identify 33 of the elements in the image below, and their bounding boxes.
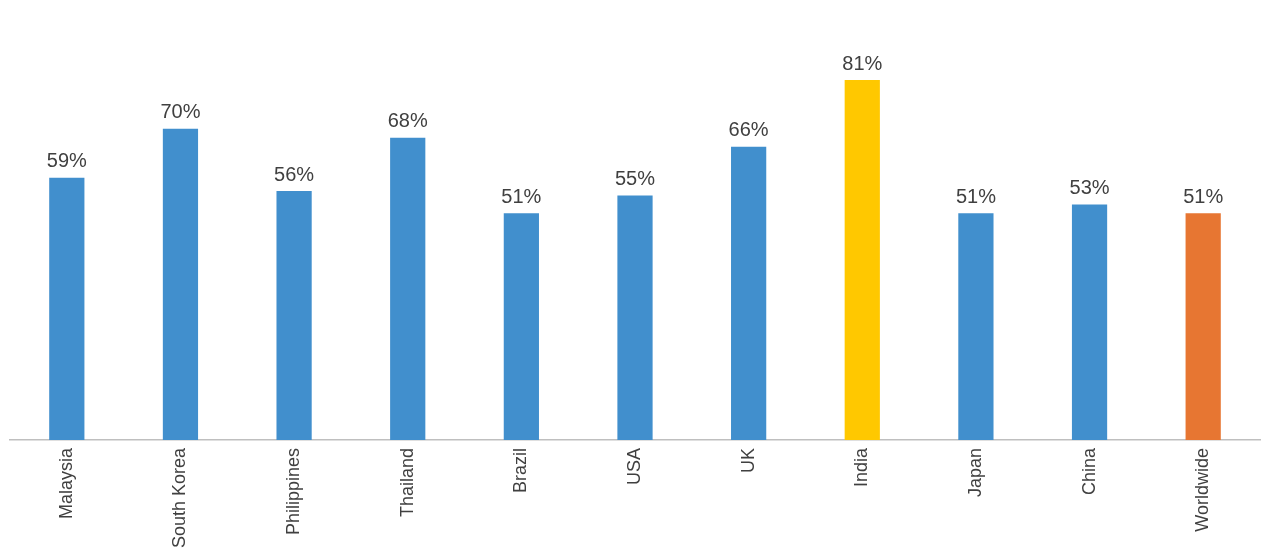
bar: [958, 213, 994, 440]
x-tick-label: Malaysia: [55, 446, 76, 519]
x-tick-label: Philippines: [283, 447, 304, 535]
x-tick-label: China: [1078, 446, 1099, 495]
data-label: 70%: [160, 100, 201, 123]
bar: [617, 195, 653, 440]
bar: [1185, 213, 1221, 440]
data-label: 56%: [274, 162, 315, 185]
x-tick-label: South Korea: [169, 446, 190, 549]
bar: [731, 146, 767, 440]
data-label: 55%: [614, 167, 656, 190]
bar: [1071, 204, 1108, 440]
x-tick-label: Thailand: [396, 447, 417, 517]
x-tick-label: UK: [737, 447, 758, 473]
x-tick-label: USA: [623, 447, 644, 485]
bar: [162, 128, 199, 440]
data-label: 68%: [387, 109, 428, 132]
data-label: 59%: [46, 149, 88, 172]
data-label: 51%: [955, 184, 997, 207]
data-label: 66%: [728, 118, 769, 141]
bar: [503, 213, 539, 440]
x-tick-label: Worldwide: [1192, 447, 1213, 532]
data-label: 81%: [842, 51, 883, 74]
data-label: 53%: [1069, 175, 1110, 198]
data-label: 51%: [501, 184, 542, 207]
bar: [276, 191, 312, 440]
x-tick-label: Brazil: [510, 447, 531, 493]
data-label: 51%: [1183, 184, 1224, 207]
bar: [49, 177, 85, 440]
bar: [844, 79, 880, 440]
x-tick-label: India: [851, 446, 872, 487]
x-tick-label: Japan: [964, 447, 985, 497]
bar: [390, 137, 426, 440]
